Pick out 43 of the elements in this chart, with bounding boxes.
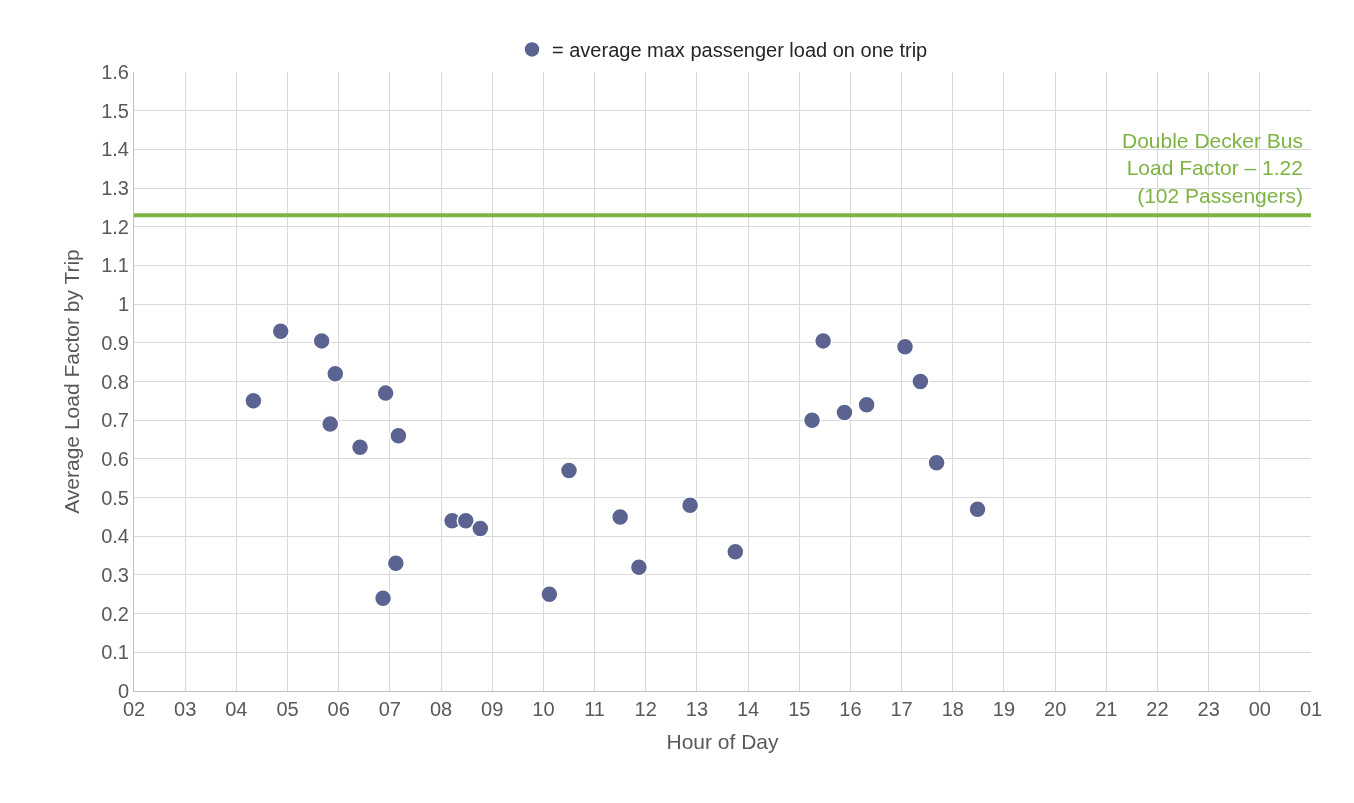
x-tick-label: 11	[584, 698, 605, 720]
x-tick-label: 10	[532, 698, 555, 720]
x-tick-label: 08	[429, 698, 453, 720]
y-tick-label: 1	[117, 293, 129, 316]
x-tick-label: 03	[174, 698, 197, 720]
x-tick-label: 07	[378, 698, 401, 720]
x-tick-label: 18	[941, 698, 964, 720]
x-axis-title: Hour of Day	[666, 730, 780, 754]
y-tick-label: 0.4	[101, 525, 129, 548]
ref-line-label: Double Decker Bus Load Factor – 1.22 (102 Passengers)	[1122, 129, 1303, 207]
x-tick-label: 16	[839, 698, 862, 720]
y-tick-label: 0.8	[101, 370, 129, 393]
y-tick-label: 1.3	[101, 177, 129, 200]
y-tick-label: 1.2	[101, 215, 129, 238]
x-tick-label: 00	[1248, 698, 1271, 720]
y-tick-label: 0.3	[101, 563, 129, 586]
x-tick-label: 01	[1299, 698, 1323, 720]
y-tick-label: 0.7	[101, 409, 129, 432]
legend-label: = average max passenger load on one trip	[552, 39, 928, 62]
y-tick-label: 1.1	[101, 254, 129, 277]
x-tick-label: 06	[327, 698, 350, 720]
x-tick-label: 14	[736, 698, 760, 720]
x-tick-label: 20	[1044, 698, 1067, 720]
y-tick-label: 0.9	[101, 331, 129, 354]
y-tick-label: 0.2	[101, 602, 129, 625]
x-tick-label: 23	[1197, 698, 1220, 720]
x-tick-label: 17	[890, 698, 913, 720]
x-tick-label: 19	[992, 698, 1016, 720]
x-tick-label: 15	[788, 698, 811, 720]
x-tick-label: 21	[1095, 698, 1118, 720]
x-tick-label: 09	[481, 698, 504, 720]
y-tick-label: 1.4	[101, 138, 129, 161]
y-tick-label: 0.5	[101, 486, 129, 509]
y-tick-label: 0.1	[101, 641, 129, 664]
x-tick-label: 13	[685, 698, 709, 720]
y-axis-title: Average Load Factor by Trip	[60, 249, 84, 514]
x-tick-label: 04	[225, 698, 248, 720]
y-tick-label: 1.5	[101, 99, 129, 122]
x-tick-label: 05	[276, 698, 299, 720]
y-tick-label: 1.6	[101, 61, 129, 83]
x-tick-label: 22	[1146, 698, 1169, 720]
x-tick-label: 12	[634, 698, 657, 720]
y-tick-label: 0.6	[101, 447, 129, 470]
